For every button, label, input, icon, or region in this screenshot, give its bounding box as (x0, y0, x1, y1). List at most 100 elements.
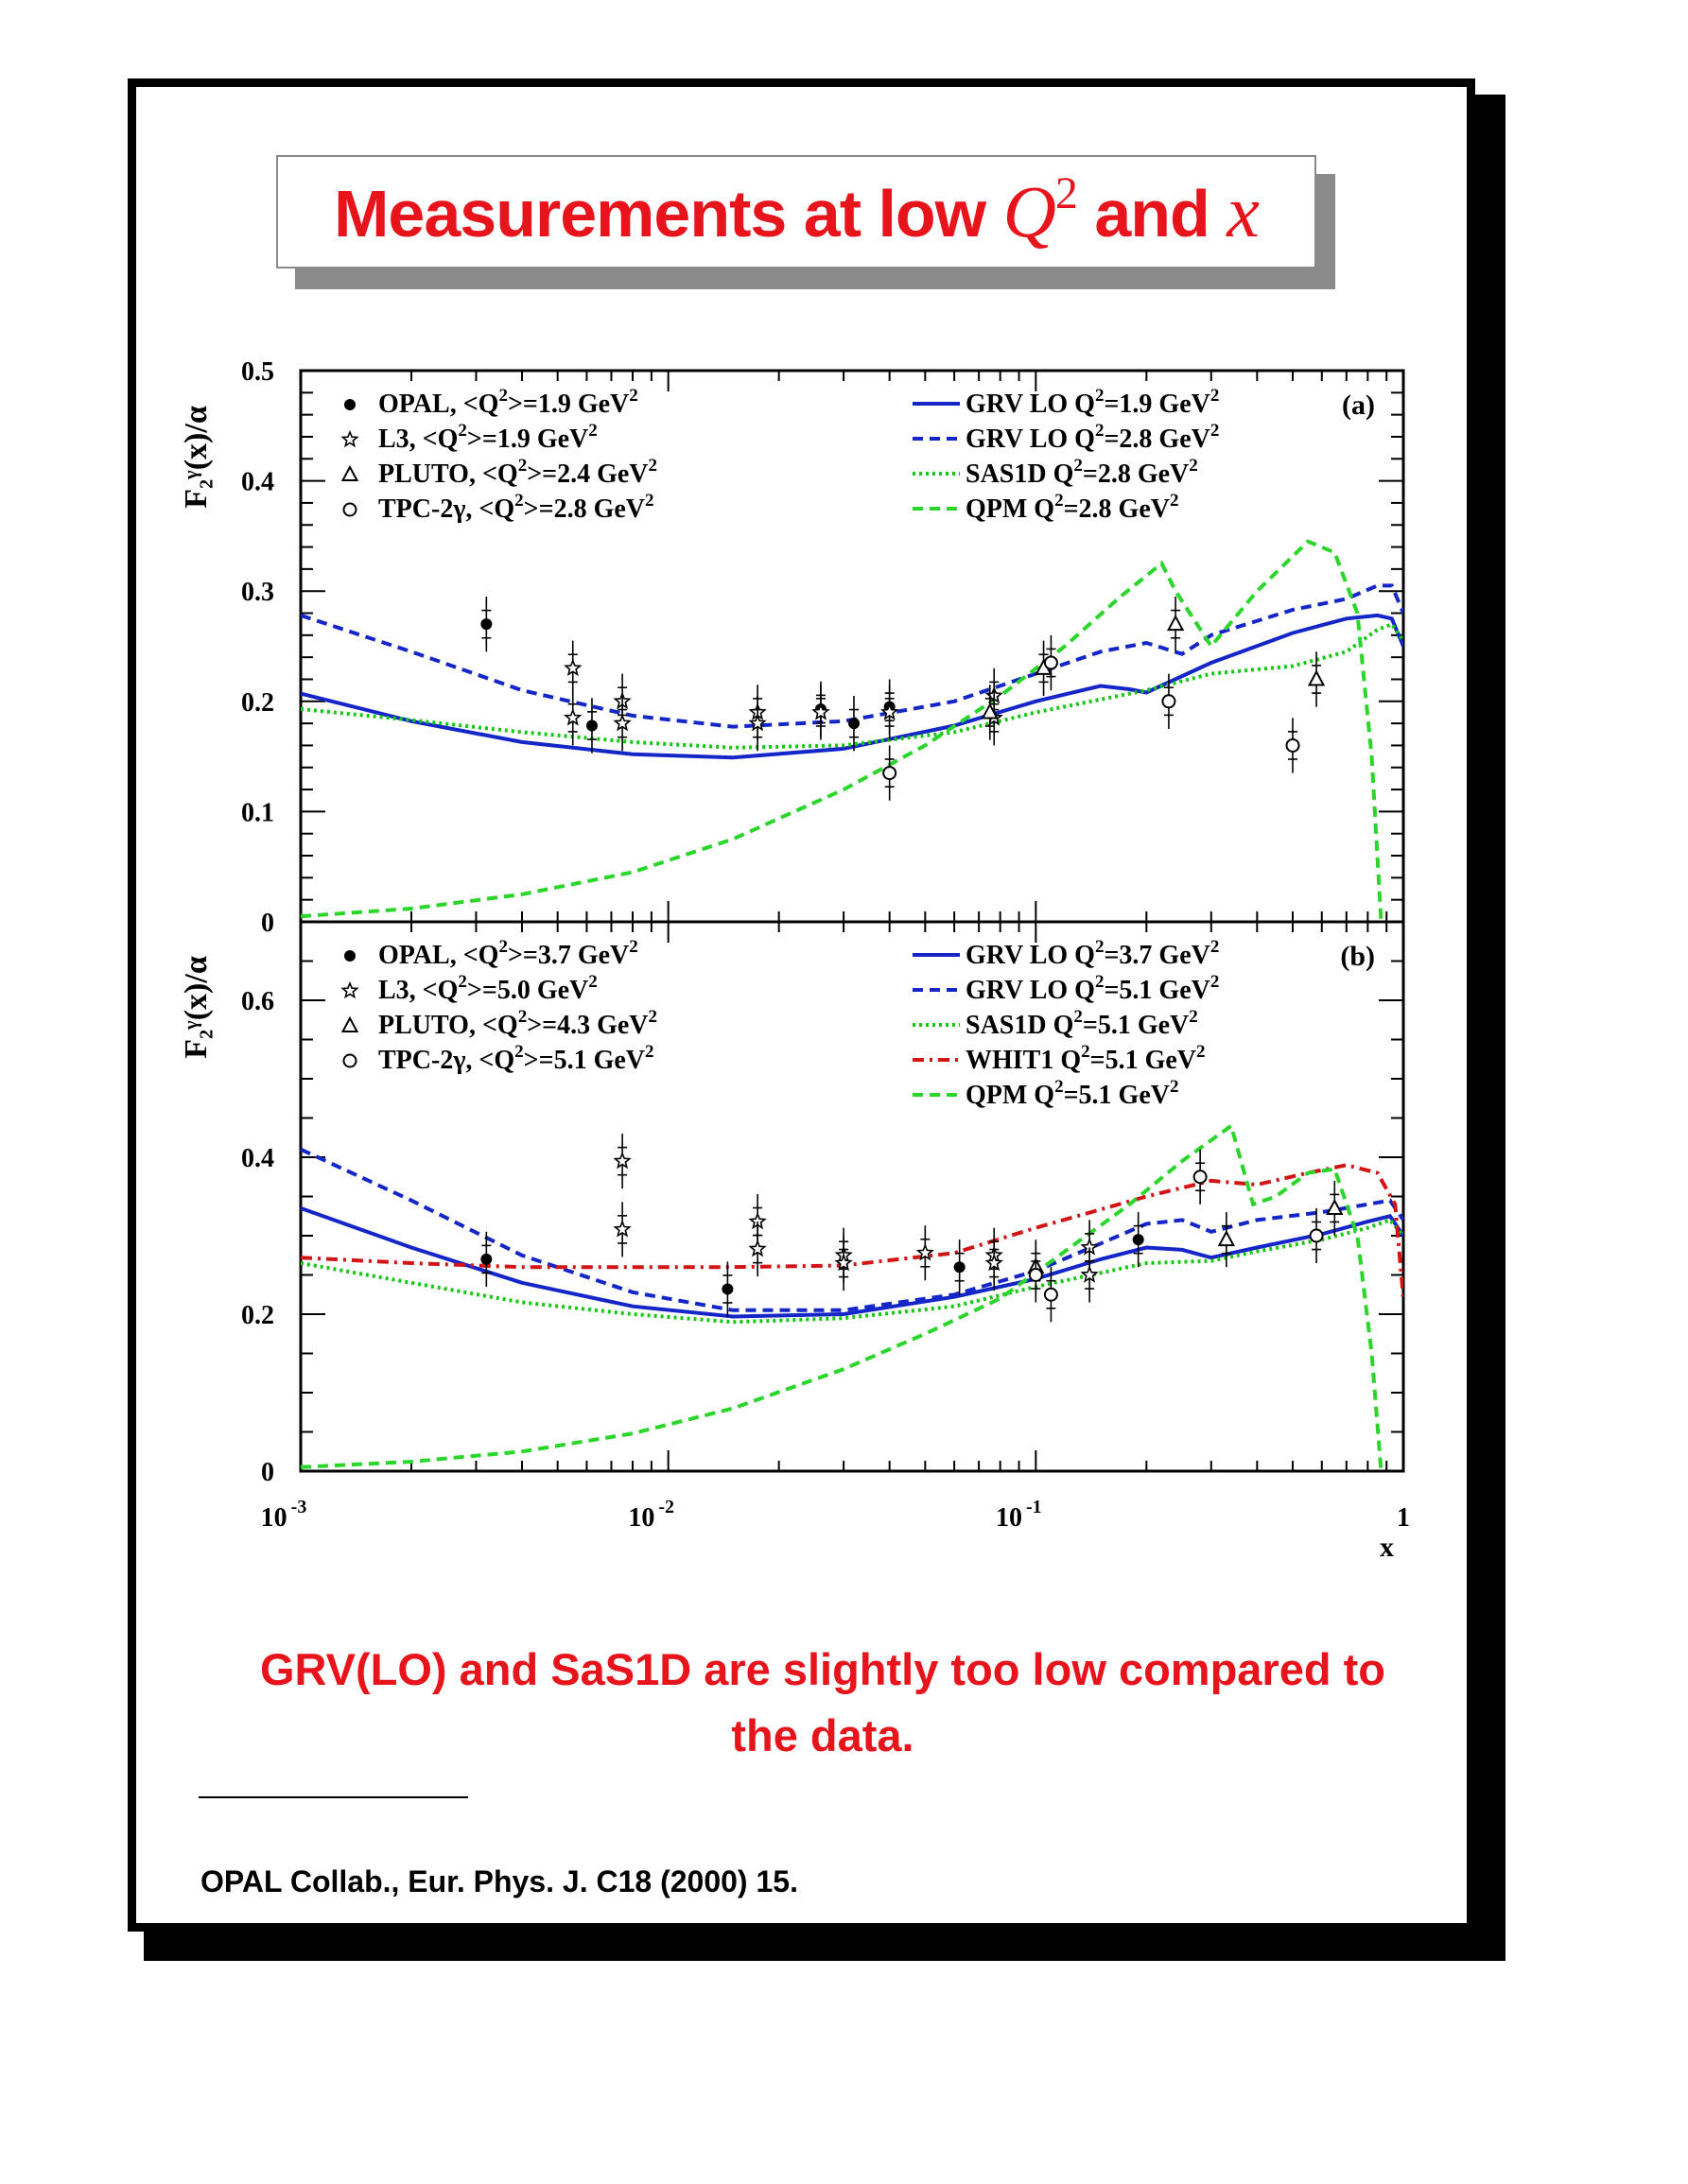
data-point-star (748, 1239, 767, 1257)
data-point-open-triangle (1166, 615, 1185, 632)
curve-dashed-blue (301, 583, 1403, 729)
legend-left-label: L3, <Q2>=1.9 GeV2 (378, 421, 598, 454)
title-x-symbol: x (1227, 170, 1260, 252)
panel-label: (a) (1342, 390, 1375, 421)
curve-dotted-green (301, 1218, 1403, 1325)
data-point-star (564, 658, 583, 677)
marker-shape (811, 702, 830, 720)
panel-label: (b) (1340, 941, 1375, 972)
data-point-open-circle (1028, 1268, 1043, 1282)
data-point-open-circle (1043, 1287, 1058, 1302)
marker-shape (585, 719, 598, 732)
data-point-filled-circle (585, 719, 598, 732)
y-tick-label: 0.6 (241, 987, 274, 1016)
marker-shape (340, 980, 359, 999)
x-tick-label: 10 -2 (628, 1497, 674, 1533)
legend-left-label: TPC-2γ, <Q2>=5.1 GeV2 (378, 1042, 654, 1075)
data-point-open-triangle (981, 702, 999, 719)
data-point-filled-circle (480, 1253, 493, 1265)
data-point-open-circle (1192, 1170, 1208, 1185)
marker-shape (834, 1253, 853, 1272)
legend-marker (340, 464, 359, 481)
marker-shape (613, 713, 632, 732)
marker-shape (340, 464, 359, 481)
data-point-open-triangle (1307, 669, 1326, 686)
marker-shape (344, 950, 356, 962)
marker-shape (1132, 1234, 1144, 1246)
legend-marker (340, 1015, 359, 1032)
marker-shape (340, 429, 359, 448)
marker-shape (1080, 1265, 1099, 1283)
data-point-filled-circle (953, 1261, 966, 1274)
data-point-star (984, 1253, 1003, 1272)
curve-solid-blue (301, 1206, 1403, 1319)
legend-right-label: SAS1D Q2=2.8 GeV2 (966, 456, 1198, 489)
chart-panel-b: 0 0.2 0.4 0.6 F₂ᵞ(x)/α (b) OPAL, <Q2>=3.7 GeV2… (179, 920, 1410, 1563)
legend-right-label: SAS1D Q2=5.1 GeV2 (966, 1007, 1198, 1040)
data-point-star (613, 1220, 632, 1238)
marker-shape (915, 1243, 934, 1261)
legend-right-label: GRV LO Q2=2.8 GeV2 (966, 421, 1219, 454)
legend-right-label: QPM Q2=5.1 GeV2 (966, 1077, 1178, 1110)
title-middle: and (1076, 177, 1227, 251)
legend-marker (340, 429, 359, 448)
y-tick-label: 0.2 (241, 1301, 274, 1330)
curves-group (301, 539, 1403, 922)
marker-shape (480, 618, 493, 631)
marker-shape (340, 1015, 359, 1032)
marker-shape (1166, 615, 1185, 632)
marker-shape (953, 1261, 966, 1274)
y-tick-label: 0.3 (241, 578, 274, 607)
data-point-star (811, 702, 830, 720)
data-point-open-circle (1043, 655, 1058, 670)
marker-shape (1307, 669, 1326, 686)
y-tick-label: 0.2 (241, 688, 274, 718)
data-point-open-circle (1161, 694, 1176, 709)
marker-shape (613, 1151, 632, 1170)
data-point-filled-circle (1132, 1234, 1144, 1246)
marker-shape (1028, 1268, 1043, 1282)
marker-shape (342, 1053, 357, 1068)
conclusion-line-1: GRV(LO) and SaS1D are slightly too low c… (260, 1644, 1385, 1694)
chart-panel-a: 0 0.1 0.2 0.3 0.4 0.5 F₂ᵞ(x)/α (a) OPAL, <Q2>=1.… (179, 357, 1405, 938)
marker-shape (1161, 694, 1176, 709)
marker-shape (981, 702, 999, 719)
x-axis-label: x (1380, 1532, 1394, 1563)
data-point-star (613, 713, 632, 732)
curves-group (301, 1122, 1403, 1471)
marker-shape (564, 708, 583, 726)
y-tick-label: 0.5 (241, 357, 274, 387)
reference-citation: OPAL Collab., Eur. Phys. J. C18 (2000) 1… (200, 1864, 798, 1898)
title-prefix: Measurements at low (334, 177, 1003, 251)
marker-shape (342, 502, 357, 517)
conclusion-line-2: the data. (731, 1710, 914, 1760)
y-axis-label: F₂ᵞ(x)/α (179, 406, 214, 509)
title-q-symbol: Q (1002, 170, 1056, 252)
marker-shape (1043, 655, 1058, 670)
x-tick-label: 10 -3 (261, 1497, 307, 1533)
legend-right-label: GRV LO Q2=5.1 GeV2 (966, 972, 1219, 1005)
legend-left-label: PLUTO, <Q2>=4.3 GeV2 (378, 1007, 657, 1040)
marker-shape (748, 713, 767, 732)
slide-frame (128, 78, 1475, 1932)
y-tick-label: 0.1 (241, 798, 274, 827)
marker-shape (848, 718, 861, 730)
marker-shape (344, 399, 356, 410)
data-point-open-circle (882, 766, 897, 781)
data-point-star (613, 1151, 632, 1170)
data-point-star (1080, 1265, 1099, 1283)
y-axis-label: F₂ᵞ(x)/α (179, 956, 214, 1059)
legend-marker (340, 980, 359, 999)
marker-shape (880, 702, 899, 720)
curve-dashed-green (301, 1122, 1383, 1471)
data-point-star (834, 1253, 853, 1272)
x-tick-label: 1 (1397, 1503, 1410, 1533)
marker-shape (1285, 737, 1300, 753)
marker-shape (480, 1253, 493, 1265)
data-point-open-triangle (1217, 1230, 1236, 1247)
marker-shape (722, 1283, 734, 1295)
data-point-star (748, 713, 767, 732)
title-q-exponent: 2 (1054, 168, 1078, 218)
marker-shape (1043, 1287, 1058, 1302)
